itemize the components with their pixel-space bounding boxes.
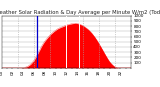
Title: Milwaukee Weather Solar Radiation & Day Average per Minute W/m2 (Today): Milwaukee Weather Solar Radiation & Day …	[0, 10, 160, 15]
